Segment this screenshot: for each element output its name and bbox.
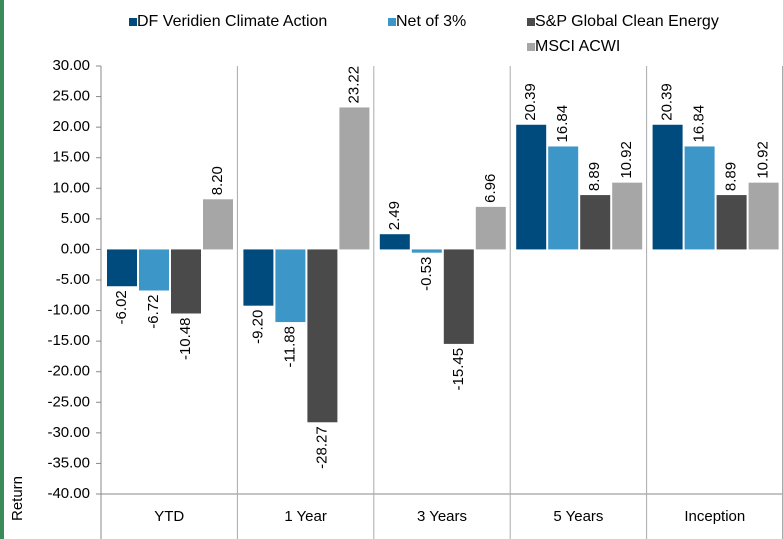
data-label: -28.27 bbox=[313, 426, 330, 469]
data-label: 8.89 bbox=[723, 162, 740, 191]
legend-label: MSCI ACWI bbox=[535, 38, 620, 55]
y-tick-label: 10.00 bbox=[52, 179, 90, 196]
data-label: 20.39 bbox=[522, 83, 539, 121]
legend-label: DF Veridien Climate Action bbox=[137, 13, 327, 30]
bar bbox=[684, 146, 715, 250]
data-label: 6.96 bbox=[482, 174, 499, 203]
side-stripe bbox=[0, 0, 4, 539]
y-tick-label: -15.00 bbox=[47, 332, 90, 349]
bar bbox=[475, 206, 506, 250]
y-tick-label: -30.00 bbox=[47, 424, 90, 441]
data-label: -9.20 bbox=[249, 310, 266, 344]
data-label: 23.22 bbox=[345, 66, 362, 104]
y-tick-label: -20.00 bbox=[47, 363, 90, 380]
x-tick-label: YTD bbox=[154, 508, 184, 525]
x-tick-label: 1 Year bbox=[284, 508, 327, 525]
bar bbox=[652, 124, 683, 250]
x-tick-label: 3 Years bbox=[417, 508, 467, 525]
bar bbox=[411, 249, 442, 253]
bar bbox=[516, 124, 547, 250]
y-tick-label: 0.00 bbox=[61, 240, 90, 257]
data-label: 10.92 bbox=[618, 141, 635, 179]
y-tick-label: -5.00 bbox=[56, 271, 90, 288]
data-label: 20.39 bbox=[659, 83, 676, 121]
bar bbox=[379, 234, 410, 250]
bar bbox=[612, 182, 643, 250]
y-tick-label: 25.00 bbox=[52, 88, 90, 105]
y-tick-label: -10.00 bbox=[47, 302, 90, 319]
y-axis-label: Return bbox=[9, 476, 26, 521]
data-label: 8.89 bbox=[586, 162, 603, 191]
legend-swatch bbox=[129, 18, 137, 26]
legend-swatch bbox=[527, 43, 535, 51]
bar bbox=[548, 146, 579, 250]
legend-swatch bbox=[527, 18, 535, 26]
bar bbox=[748, 182, 779, 250]
bar bbox=[107, 249, 137, 287]
data-label: 2.49 bbox=[386, 201, 403, 230]
bar bbox=[339, 107, 370, 250]
y-tick-label: -25.00 bbox=[47, 393, 90, 410]
data-label: 16.84 bbox=[691, 105, 708, 143]
bar bbox=[203, 199, 233, 250]
data-label: 10.92 bbox=[755, 141, 772, 179]
y-tick-label: -35.00 bbox=[47, 454, 90, 471]
y-tick-label: 20.00 bbox=[52, 118, 90, 135]
bar bbox=[171, 249, 201, 314]
y-tick-label: 30.00 bbox=[52, 57, 90, 74]
bar bbox=[307, 249, 338, 423]
x-tick-label: Inception bbox=[684, 508, 745, 525]
legend-swatch bbox=[388, 18, 396, 26]
data-label: 16.84 bbox=[554, 105, 571, 143]
y-tick-label: 5.00 bbox=[61, 210, 90, 227]
bar bbox=[243, 249, 274, 306]
bar bbox=[139, 249, 169, 291]
x-tick-label: 5 Years bbox=[553, 508, 603, 525]
bar bbox=[275, 249, 306, 323]
y-tick-label: -40.00 bbox=[47, 485, 90, 502]
data-label: -0.53 bbox=[418, 257, 435, 291]
y-tick-label: 15.00 bbox=[52, 149, 90, 166]
data-label: -6.72 bbox=[145, 295, 162, 329]
bar bbox=[443, 249, 474, 344]
bar bbox=[580, 195, 611, 250]
data-label: -11.88 bbox=[281, 326, 298, 367]
legend-label: S&P Global Clean Energy bbox=[535, 13, 719, 30]
data-label: -15.45 bbox=[450, 348, 467, 391]
bar bbox=[716, 195, 747, 250]
data-label: -10.48 bbox=[177, 318, 194, 361]
legend-label: Net of 3% bbox=[396, 13, 466, 30]
data-label: 8.20 bbox=[209, 166, 226, 195]
data-label: -6.02 bbox=[113, 290, 130, 324]
